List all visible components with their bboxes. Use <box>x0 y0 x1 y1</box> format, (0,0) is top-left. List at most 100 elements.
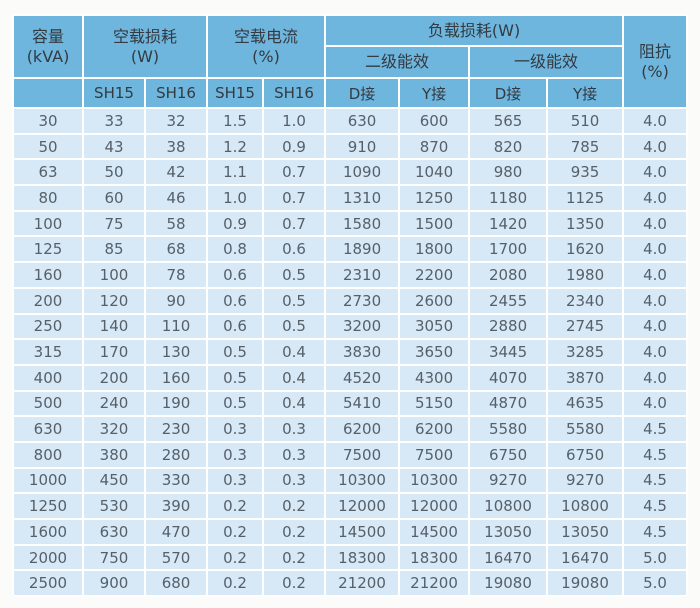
value-cell: 0.2 <box>264 520 325 544</box>
value-cell: 32 <box>146 109 207 133</box>
value-cell: 0.3 <box>264 468 325 493</box>
capacity-cell: 250 <box>14 314 82 339</box>
value-cell: 0.7 <box>264 160 325 185</box>
value-cell: 0.9 <box>264 134 325 159</box>
value-cell: 280 <box>146 442 207 467</box>
value-cell: 0.2 <box>208 571 263 596</box>
table-row: 1000 450 330 0.3 0.3 10300 10300 9270 9270 4.5 <box>14 468 687 493</box>
value-cell: 4.0 <box>624 314 687 339</box>
value-cell: 4.5 <box>624 520 687 544</box>
capacity-cell: 200 <box>14 288 82 313</box>
value-cell: 60 <box>84 186 144 210</box>
value-cell: 0.8 <box>208 237 263 262</box>
table-row: 800 380 280 0.3 0.3 7500 7500 6750 6750 4.5 <box>14 442 687 467</box>
value-cell: 7500 <box>326 442 399 467</box>
value-cell: 4.0 <box>624 365 687 390</box>
value-cell: 160 <box>146 365 207 390</box>
value-cell: 570 <box>146 545 207 570</box>
value-cell: 380 <box>84 442 144 467</box>
value-cell: 630 <box>84 520 144 544</box>
value-cell: 33 <box>84 109 144 133</box>
value-cell: 900 <box>84 571 144 596</box>
value-cell: 18300 <box>400 545 469 570</box>
value-cell: 5580 <box>470 417 547 441</box>
value-cell: 3650 <box>400 340 469 364</box>
value-cell: 21200 <box>326 571 399 596</box>
value-cell: 16470 <box>470 545 547 570</box>
value-cell: 785 <box>548 134 623 159</box>
value-cell: 19080 <box>470 571 547 596</box>
transformer-spec-table: 容量 (kVA) 空载损耗 (W) 空载电流 (%) 负载损耗(W) 阻抗 (%… <box>12 14 688 597</box>
value-cell: 0.3 <box>264 442 325 467</box>
table-header: 容量 (kVA) 空载损耗 (W) 空载电流 (%) 负载损耗(W) 阻抗 (%… <box>14 16 687 107</box>
value-cell: 0.3 <box>208 442 263 467</box>
header-current-sh15: SH15 <box>208 79 263 107</box>
value-cell: 320 <box>84 417 144 441</box>
value-cell: 42 <box>146 160 207 185</box>
value-cell: 58 <box>146 211 207 236</box>
capacity-cell: 160 <box>14 263 82 287</box>
header-tier2-efficiency: 二级能效 <box>326 47 469 77</box>
value-cell: 390 <box>146 494 207 518</box>
value-cell: 0.3 <box>208 468 263 493</box>
header-tier1-d-connection: D接 <box>470 79 547 107</box>
value-cell: 5.0 <box>624 571 687 596</box>
value-cell: 5410 <box>326 391 399 416</box>
value-cell: 10800 <box>470 494 547 518</box>
value-cell: 0.5 <box>264 288 325 313</box>
value-cell: 110 <box>146 314 207 339</box>
value-cell: 1.0 <box>208 186 263 210</box>
value-cell: 0.5 <box>264 314 325 339</box>
value-cell: 2310 <box>326 263 399 287</box>
header-loss-sh16: SH16 <box>146 79 207 107</box>
value-cell: 4.5 <box>624 442 687 467</box>
value-cell: 170 <box>84 340 144 364</box>
value-cell: 14500 <box>400 520 469 544</box>
spec-table-container: 容量 (kVA) 空载损耗 (W) 空载电流 (%) 负载损耗(W) 阻抗 (%… <box>12 14 688 598</box>
capacity-cell: 500 <box>14 391 82 416</box>
value-cell: 1.2 <box>208 134 263 159</box>
value-cell: 1980 <box>548 263 623 287</box>
value-cell: 1580 <box>326 211 399 236</box>
value-cell: 240 <box>84 391 144 416</box>
value-cell: 4635 <box>548 391 623 416</box>
value-cell: 0.3 <box>208 417 263 441</box>
value-cell: 21200 <box>400 571 469 596</box>
header-tier2-d-connection: D接 <box>326 79 399 107</box>
value-cell: 4.0 <box>624 109 687 133</box>
table-row: 2500 900 680 0.2 0.2 21200 21200 19080 19080 5.0 <box>14 571 687 596</box>
table-row: 2000 750 570 0.2 0.2 18300 18300 16470 16470 5.0 <box>14 545 687 570</box>
value-cell: 0.7 <box>264 186 325 210</box>
value-cell: 9270 <box>470 468 547 493</box>
header-tier2-y-connection: Y接 <box>400 79 469 107</box>
value-cell: 4870 <box>470 391 547 416</box>
value-cell: 190 <box>146 391 207 416</box>
value-cell: 200 <box>84 365 144 390</box>
value-cell: 0.6 <box>264 237 325 262</box>
value-cell: 2600 <box>400 288 469 313</box>
capacity-cell: 80 <box>14 186 82 210</box>
table-row: 1250 530 390 0.2 0.2 12000 12000 10800 10800 4.5 <box>14 494 687 518</box>
value-cell: 1800 <box>400 237 469 262</box>
value-cell: 4.5 <box>624 468 687 493</box>
value-cell: 4.0 <box>624 391 687 416</box>
capacity-cell: 30 <box>14 109 82 133</box>
value-cell: 600 <box>400 109 469 133</box>
value-cell: 16470 <box>548 545 623 570</box>
value-cell: 14500 <box>326 520 399 544</box>
value-cell: 450 <box>84 468 144 493</box>
value-cell: 0.6 <box>208 288 263 313</box>
header-no-load-current: 空载电流 (%) <box>208 16 325 77</box>
value-cell: 4.5 <box>624 417 687 441</box>
value-cell: 12000 <box>326 494 399 518</box>
table-row: 100 75 58 0.9 0.7 1580 1500 1420 1350 4.0 <box>14 211 687 236</box>
value-cell: 5150 <box>400 391 469 416</box>
value-cell: 6200 <box>400 417 469 441</box>
value-cell: 18300 <box>326 545 399 570</box>
value-cell: 3870 <box>548 365 623 390</box>
table-row: 50 43 38 1.2 0.9 910 870 820 785 4.0 <box>14 134 687 159</box>
value-cell: 43 <box>84 134 144 159</box>
value-cell: 980 <box>470 160 547 185</box>
value-cell: 75 <box>84 211 144 236</box>
header-capacity-spacer <box>14 79 82 107</box>
